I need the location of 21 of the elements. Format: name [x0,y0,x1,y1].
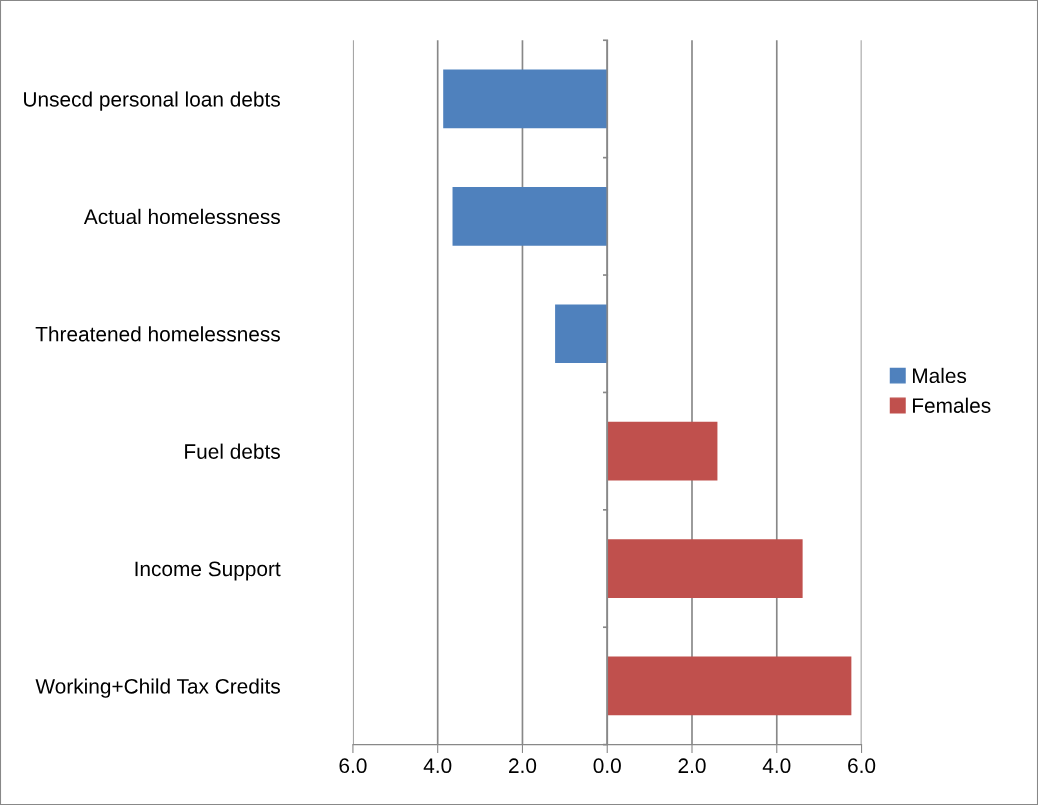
bar [607,656,852,716]
x-tick-label: 6.0 [848,758,876,774]
x-tick-label: 2.0 [678,758,706,774]
y-tick-label: Actual homelessness [83,208,280,225]
legend-label: Males [913,367,967,384]
x-tick-label: 4.0 [762,758,791,774]
bar [452,186,608,246]
bar [443,69,608,129]
y-tick-label: Income Support [135,561,281,581]
y-tick-label: Fuel debts [185,443,280,459]
legend-label: Females [913,397,991,413]
x-tick-label: 6.0 [339,758,367,774]
bar [555,304,608,364]
x-tick-label: 4.0 [423,758,452,774]
y-tick-label: Unsecd personal loan debts [24,91,280,111]
x-tick-label: 0.0 [593,758,621,774]
bar [607,539,803,598]
y-tick-label: Threatened homelessness [35,326,280,342]
x-tick-label: 2.0 [509,758,537,774]
bar [607,421,718,481]
y-tick-label: Working+Child Tax Credits [35,678,280,698]
